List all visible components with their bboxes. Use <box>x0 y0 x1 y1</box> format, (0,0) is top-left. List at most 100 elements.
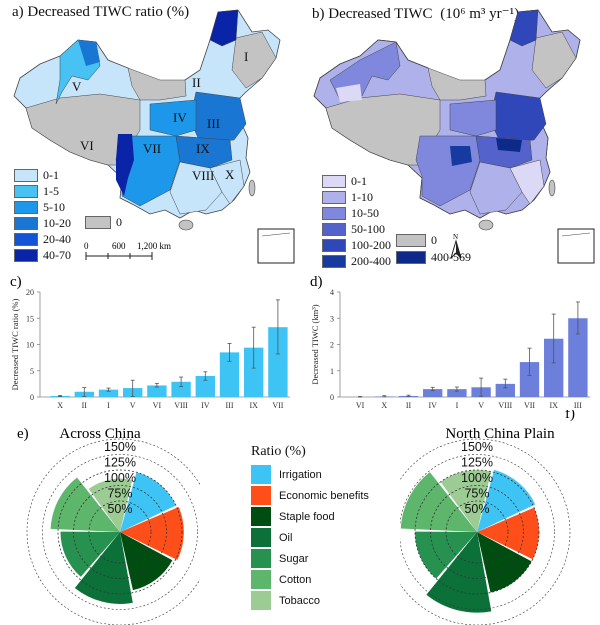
bar-VIII <box>495 383 515 397</box>
legend-a-zero: 0 <box>85 214 122 230</box>
radial-tick-label: 150% <box>461 440 493 454</box>
radial-tick-label: 75% <box>464 487 489 501</box>
bar-VIII <box>171 381 191 397</box>
taiwan-island-a <box>248 179 256 197</box>
b-legend-swatch <box>322 238 346 252</box>
polar-legend-item: Tobacco <box>251 590 369 611</box>
bar-IX <box>244 347 264 397</box>
map-b-title: b) Decreased TIWC (10⁶ m³ yr⁻¹) <box>312 4 519 23</box>
a-legend-item: 10-20 <box>14 215 71 231</box>
bar-VII <box>519 362 540 397</box>
polar-legend-label: Sugar <box>279 552 309 565</box>
bar-I <box>98 389 119 397</box>
map-b-title-unit: (10⁶ m³ yr⁻¹) <box>440 6 520 22</box>
south-china-sea-inset-a <box>257 228 295 264</box>
y-tick-label: 10 <box>26 341 34 350</box>
hainan-island-a <box>178 219 194 231</box>
region-label-ix: IX <box>196 141 210 156</box>
polar-legend-swatch <box>251 465 271 484</box>
panel-label: e) <box>17 426 29 442</box>
radial-gridline <box>42 454 198 610</box>
radial-tick-label: 100% <box>104 471 136 485</box>
x-tick-label: IX <box>249 401 258 410</box>
region-iv-b <box>449 99 497 137</box>
bar-VII <box>268 327 288 397</box>
panel-label-b: b) <box>312 6 325 22</box>
panel-label-a: a) <box>12 4 24 20</box>
radial-tick-label: 50% <box>107 502 132 516</box>
radial-tick-label: 75% <box>107 487 132 501</box>
a-legend-label: 20-40 <box>43 231 71 246</box>
panel-label: f) <box>565 410 575 422</box>
region-v-north-a <box>78 40 100 66</box>
radial-tick-label: 100% <box>461 471 493 485</box>
bar-I <box>447 389 467 397</box>
region-label-iii: III <box>207 116 220 131</box>
polar-chart-e: Across China e) 50%75% 100%125% 150% <box>17 426 200 625</box>
radial-tick-label: 125% <box>461 456 493 470</box>
region-label-x: X <box>225 167 235 182</box>
a-legend-item: 0-1 <box>14 167 71 183</box>
b-legend-swatch <box>322 190 346 204</box>
region-i-a <box>231 31 277 89</box>
legend-b-max: 400-569 <box>396 249 471 265</box>
a-legend-label: 1-5 <box>43 183 59 198</box>
polar-wedge-sugar <box>415 531 477 579</box>
polar-wedge-staple-food <box>477 532 532 593</box>
b-legend-item: 50-100 <box>322 221 391 237</box>
scale-bar: 0 600 1,200 km <box>84 241 171 260</box>
region-ix-a <box>175 135 233 169</box>
map-a-title-text: Decreased TIWC ratio (%) <box>27 4 190 20</box>
x-tick-label: I <box>456 401 459 410</box>
a-legend-label: 5-10 <box>43 199 65 214</box>
radial-gridline <box>400 454 555 610</box>
legend-a: 0-1 1-5 5-10 10-20 20-40 40-70 <box>14 167 71 263</box>
polar-title: North China Plain <box>445 426 555 442</box>
map-b: N <box>313 9 595 264</box>
x-tick-label: X <box>57 401 63 410</box>
b-legend-item: 10-50 <box>322 205 391 221</box>
b-legend-label: 200-400 <box>351 253 391 268</box>
x-tick-label: VII <box>272 401 283 410</box>
radial-tick-label: 50% <box>464 502 489 516</box>
polar-legend-item: Economic benefits <box>251 485 369 506</box>
b-legend-swatch <box>322 222 346 236</box>
y-tick-label: 5 <box>30 367 34 376</box>
region-v-light-b <box>336 84 362 102</box>
region-grey-north-b <box>427 67 487 101</box>
polar-wedge-tobacco <box>88 478 133 532</box>
b-legend-label: 10-50 <box>351 205 379 220</box>
map-a: I II III IV V VI VII VIII IX X 0 600 1,2… <box>13 9 295 264</box>
x-tick-label: V <box>130 401 136 410</box>
b-legend-swatch <box>322 254 346 268</box>
x-tick-label: VIII <box>174 401 188 410</box>
a-legend-label: 40-70 <box>43 247 71 262</box>
legend-b-zero-swatch <box>396 233 426 247</box>
a-legend-swatch <box>14 248 38 262</box>
legend-b-zero: 0 <box>396 232 437 248</box>
polar-chart-f: North China Plain 50%75% 100%125% 150% f) <box>400 410 575 625</box>
region-label-v: V <box>72 79 82 94</box>
bar-III <box>219 352 240 397</box>
bar-IV <box>423 389 443 397</box>
polar-legend-swatch <box>251 528 271 547</box>
a-legend-item: 40-70 <box>14 247 71 263</box>
x-tick-label: IV <box>428 401 437 410</box>
y-tick-label: 3 <box>330 314 334 323</box>
a-legend-swatch <box>14 232 38 246</box>
y-tick-label: 1 <box>330 367 334 376</box>
polar-legend-swatch <box>251 591 271 610</box>
polar-wedge-irrigation <box>120 472 177 532</box>
region-iii-b <box>489 91 547 143</box>
region-ix-max-b <box>496 138 522 152</box>
b-legend-label: 100-200 <box>351 237 391 252</box>
bar-VI <box>147 385 167 397</box>
a-legend-swatch <box>14 168 38 182</box>
a-legend-item: 1-5 <box>14 183 71 199</box>
polar-legend-swatch <box>251 486 271 505</box>
polar-wedge-economic-benefits <box>120 506 184 561</box>
b-legend-swatch <box>322 206 346 220</box>
region-label-ii: II <box>192 75 201 90</box>
polar-legend: Ratio (%) Irrigation Economic benefits Sta… <box>251 444 369 611</box>
